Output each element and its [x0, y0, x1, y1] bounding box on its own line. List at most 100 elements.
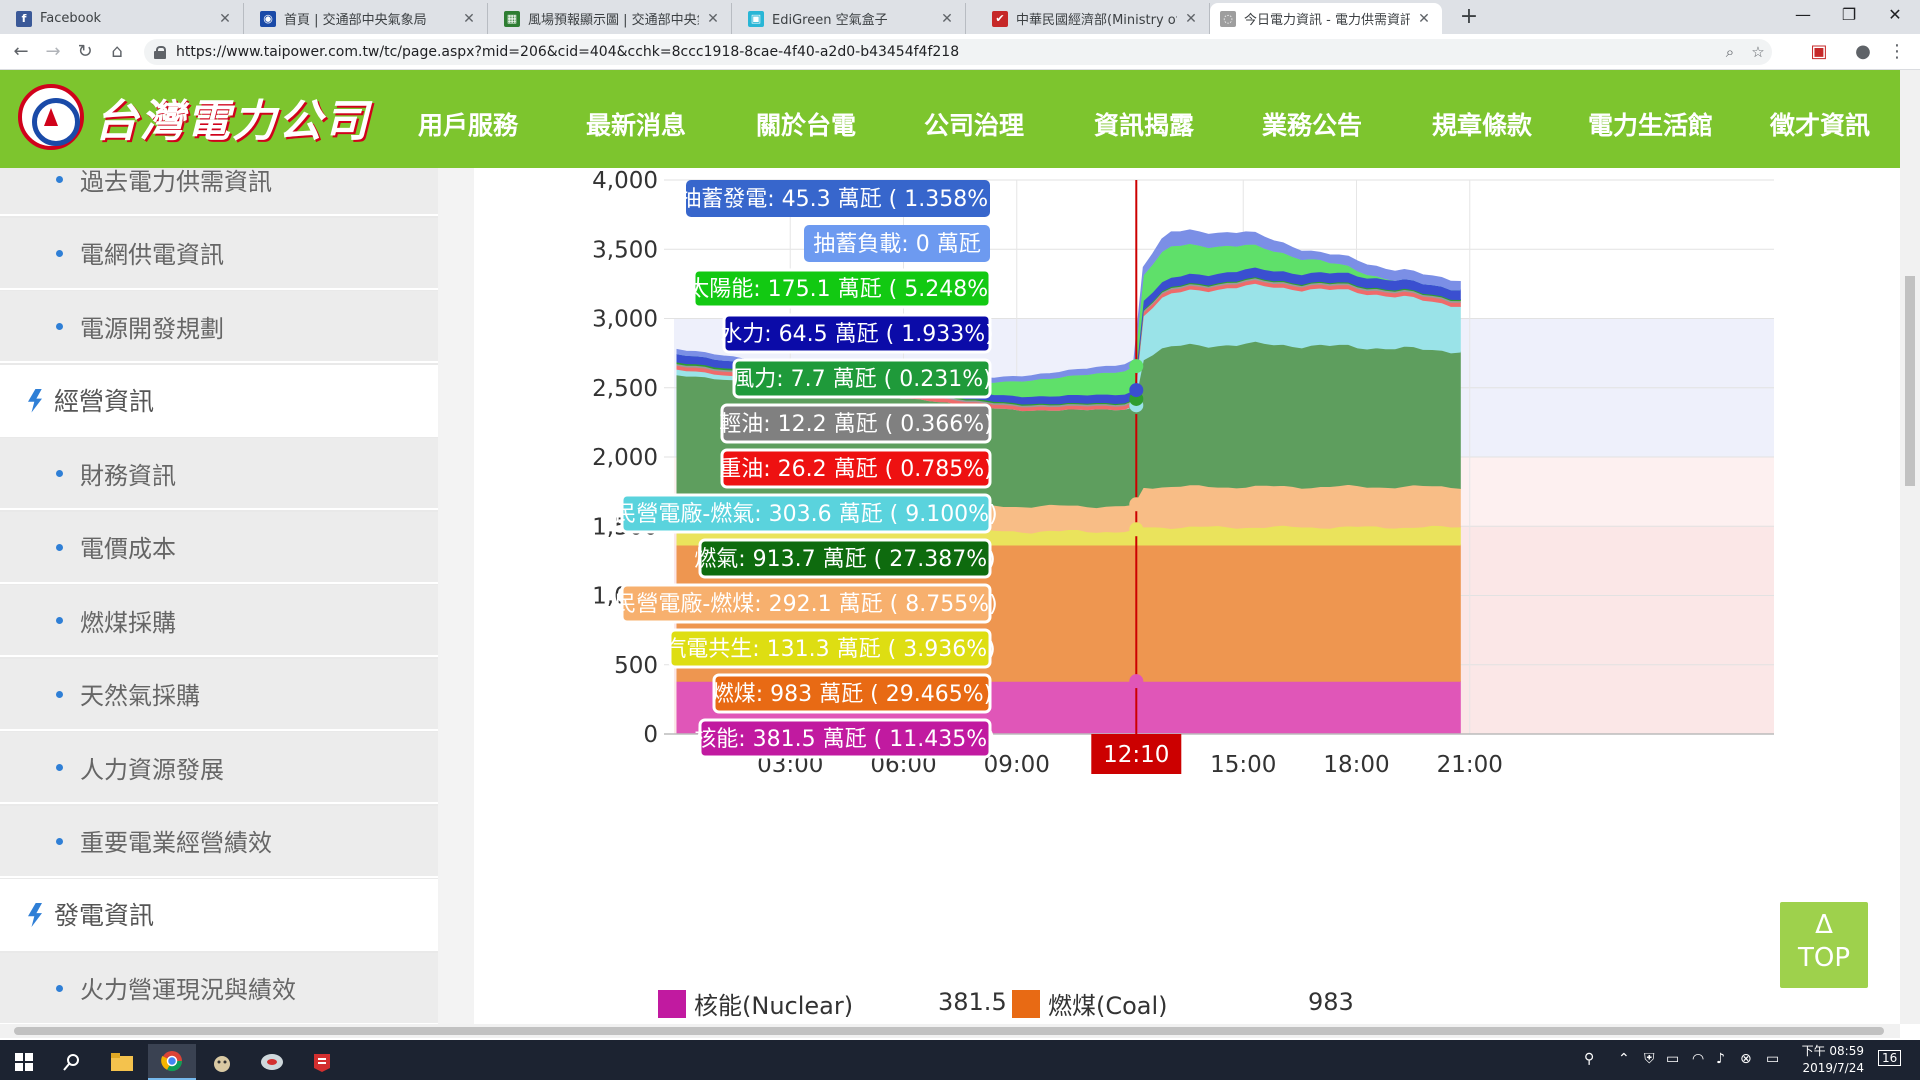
sidebar-item[interactable]: 人力資源發展 [0, 732, 438, 804]
back-to-top-button[interactable]: Δ TOP [1780, 902, 1868, 988]
battery-icon[interactable]: ▭ [1666, 1051, 1680, 1067]
system-clock[interactable]: 下午 08:59 2019/7/24 [1784, 1043, 1864, 1077]
profile-avatar-icon[interactable]: ● [1855, 41, 1871, 62]
sidebar-section-header[interactable]: 發電資訊 [0, 879, 438, 951]
browser-tab[interactable]: ◌ 今日電力資訊 - 電力供需資訊 - 台 ✕ [1210, 3, 1442, 34]
sidebar-item-label: 電網供電資訊 [80, 241, 224, 269]
reload-icon[interactable]: ↻ [77, 41, 93, 62]
nav-item[interactable]: 用戶服務 [418, 111, 519, 140]
search-icon[interactable] [48, 1044, 96, 1080]
data-point-marker [1129, 383, 1144, 398]
app-icon[interactable] [248, 1044, 296, 1080]
lock-icon[interactable] [154, 46, 166, 59]
logo-text: 台灣電力公司 [94, 96, 370, 147]
triangle-up-icon: Δ [1815, 910, 1833, 940]
kebab-menu-icon[interactable]: ⋮ [1888, 41, 1906, 62]
security-shield-icon[interactable]: ⛨ [1644, 1051, 1655, 1067]
close-window-icon[interactable]: ✕ [1888, 5, 1902, 24]
tab-close-icon[interactable]: ✕ [1418, 10, 1430, 27]
url-text[interactable]: https://www.taipower.com.tw/tc/page.aspx… [176, 44, 960, 60]
sidebar-item-label: 電源開發規劃 [80, 314, 224, 343]
sidebar-item[interactable]: 火力營運現況與績效 [0, 952, 438, 1024]
vertical-scroll-thumb[interactable] [1905, 276, 1915, 486]
browser-tab[interactable]: f Facebook ✕ [6, 3, 244, 34]
legend-item[interactable]: 核能(Nuclear) [658, 986, 853, 1021]
zoom-icon[interactable]: ⌕ [1725, 43, 1735, 61]
windows-start-icon[interactable] [0, 1044, 48, 1080]
nav-item[interactable]: 公司治理 [924, 111, 1025, 140]
status-icon[interactable]: ⊗ [1740, 1051, 1752, 1067]
new-tab-button[interactable]: + [1459, 4, 1479, 29]
nav-item[interactable]: 最新消息 [586, 111, 687, 140]
tooltip-box [692, 268, 992, 309]
browser-tab[interactable]: ▣ EdiGreen 空氣盒子 ✕ [738, 3, 966, 34]
tooltip-text: 水力: 64.5 萬瓩 ( 1.933%) [720, 322, 993, 347]
lightning-bolt-icon [28, 388, 42, 413]
sidebar-item[interactable]: 電源開發規劃 [0, 291, 438, 363]
tooltip-text: 汽電共生: 131.3 萬瓩 ( 3.936%) [664, 637, 995, 662]
volume-icon[interactable]: ♪ [1716, 1051, 1725, 1067]
browser-tab[interactable]: ▦ 風場預報顯示圖 | 交通部中央氣象 ✕ [494, 3, 732, 34]
home-icon[interactable]: ⌂ [111, 41, 123, 62]
keyboard-icon[interactable]: ▭ [1766, 1051, 1780, 1067]
nav-item[interactable]: 規章條款 [1432, 111, 1533, 140]
nav-item[interactable]: 徵才資訊 [1770, 111, 1871, 140]
chevron-up-icon[interactable]: ⌃ [1618, 1051, 1630, 1067]
y-tick-label: 3,500 [592, 237, 658, 263]
sidebar-item[interactable]: 重要電業經營績效 [0, 805, 438, 878]
notification-count: 16 [1882, 1051, 1898, 1065]
legend-swatch [658, 989, 686, 1018]
tooltip-box [620, 493, 992, 534]
tooltip-box [668, 628, 992, 669]
tab-favicon-icon: ▦ [504, 10, 520, 27]
app-icon[interactable] [198, 1044, 246, 1080]
tooltip-text: 風力: 7.7 萬瓩 ( 0.231%) [732, 367, 991, 392]
back-arrow-icon[interactable]: ← [13, 41, 29, 62]
nav-item[interactable]: 電力生活館 [1588, 111, 1714, 140]
top-label: TOP [1797, 943, 1851, 973]
extension-icon[interactable]: ▣ [1810, 41, 1828, 62]
vertical-scrollbar[interactable] [1900, 70, 1920, 1024]
sidebar-item-label: 人力資源發展 [80, 755, 224, 784]
tooltip-box [712, 673, 992, 714]
notification-center-icon[interactable]: 16 [1878, 1050, 1902, 1066]
browser-tab[interactable]: ◉ 首頁 | 交通部中央氣象局 ✕ [250, 3, 488, 34]
horizontal-scroll-thumb[interactable] [14, 1027, 1884, 1035]
tab-close-icon[interactable]: ✕ [707, 10, 719, 27]
sidebar-item-label: 燃煤採購 [80, 608, 176, 637]
horizontal-scrollbar[interactable] [0, 1024, 1900, 1038]
series-tooltip: 重油: 26.2 萬瓩 ( 0.785%) [719, 448, 993, 489]
people-icon[interactable]: ⚲ [1584, 1051, 1595, 1067]
app-icon[interactable] [298, 1044, 346, 1080]
file-explorer-icon[interactable] [98, 1044, 146, 1080]
y-tick-label: 3,000 [592, 307, 658, 333]
sidebar-item[interactable]: 電價成本 [0, 511, 438, 584]
restore-icon[interactable]: ❐ [1841, 5, 1857, 24]
sidebar-item[interactable]: 天然氣採購 [0, 658, 438, 731]
series-tooltip: 抽蓄發電: 45.3 萬瓩 ( 1.358%) [679, 180, 997, 217]
chrome-icon[interactable] [148, 1044, 196, 1080]
sidebar-item[interactable]: 燃煤採購 [0, 585, 438, 657]
sidebar-item[interactable]: 電網供電資訊 [0, 217, 438, 290]
legend-item[interactable]: 燃煤(Coal) [1012, 986, 1168, 1021]
sidebar-item[interactable]: 過去電力供需資訊 [0, 168, 438, 216]
nav-item[interactable]: 關於台電 [756, 111, 857, 140]
sidebar-item[interactable]: 財務資訊 [0, 438, 438, 510]
address-bar[interactable]: https://www.taipower.com.tw/tc/page.aspx… [144, 39, 1772, 65]
tab-close-icon[interactable]: ✕ [1185, 10, 1197, 27]
minimize-icon[interactable]: — [1795, 5, 1811, 24]
nav-item[interactable]: 業務公告 [1262, 111, 1363, 140]
forward-arrow-icon[interactable]: → [45, 41, 61, 62]
nav-item[interactable]: 資訊揭露 [1094, 111, 1195, 140]
tab-title: 風場預報顯示圖 | 交通部中央氣象 [528, 13, 699, 28]
y-tick-label: 500 [614, 653, 658, 679]
tab-close-icon[interactable]: ✕ [941, 10, 953, 27]
wifi-icon[interactable]: ◠ [1692, 1051, 1705, 1067]
tooltip-box [722, 313, 992, 354]
browser-tab[interactable]: ✔ 中華民國經濟部(Ministry of Eco ✕ [982, 3, 1210, 34]
taipower-logo[interactable]: 台灣電力公司 [18, 84, 370, 150]
tab-close-icon[interactable]: ✕ [463, 10, 475, 27]
star-icon[interactable]: ☆ [1751, 43, 1765, 61]
sidebar-section-header[interactable]: 經營資訊 [0, 364, 438, 437]
tab-close-icon[interactable]: ✕ [219, 10, 231, 27]
